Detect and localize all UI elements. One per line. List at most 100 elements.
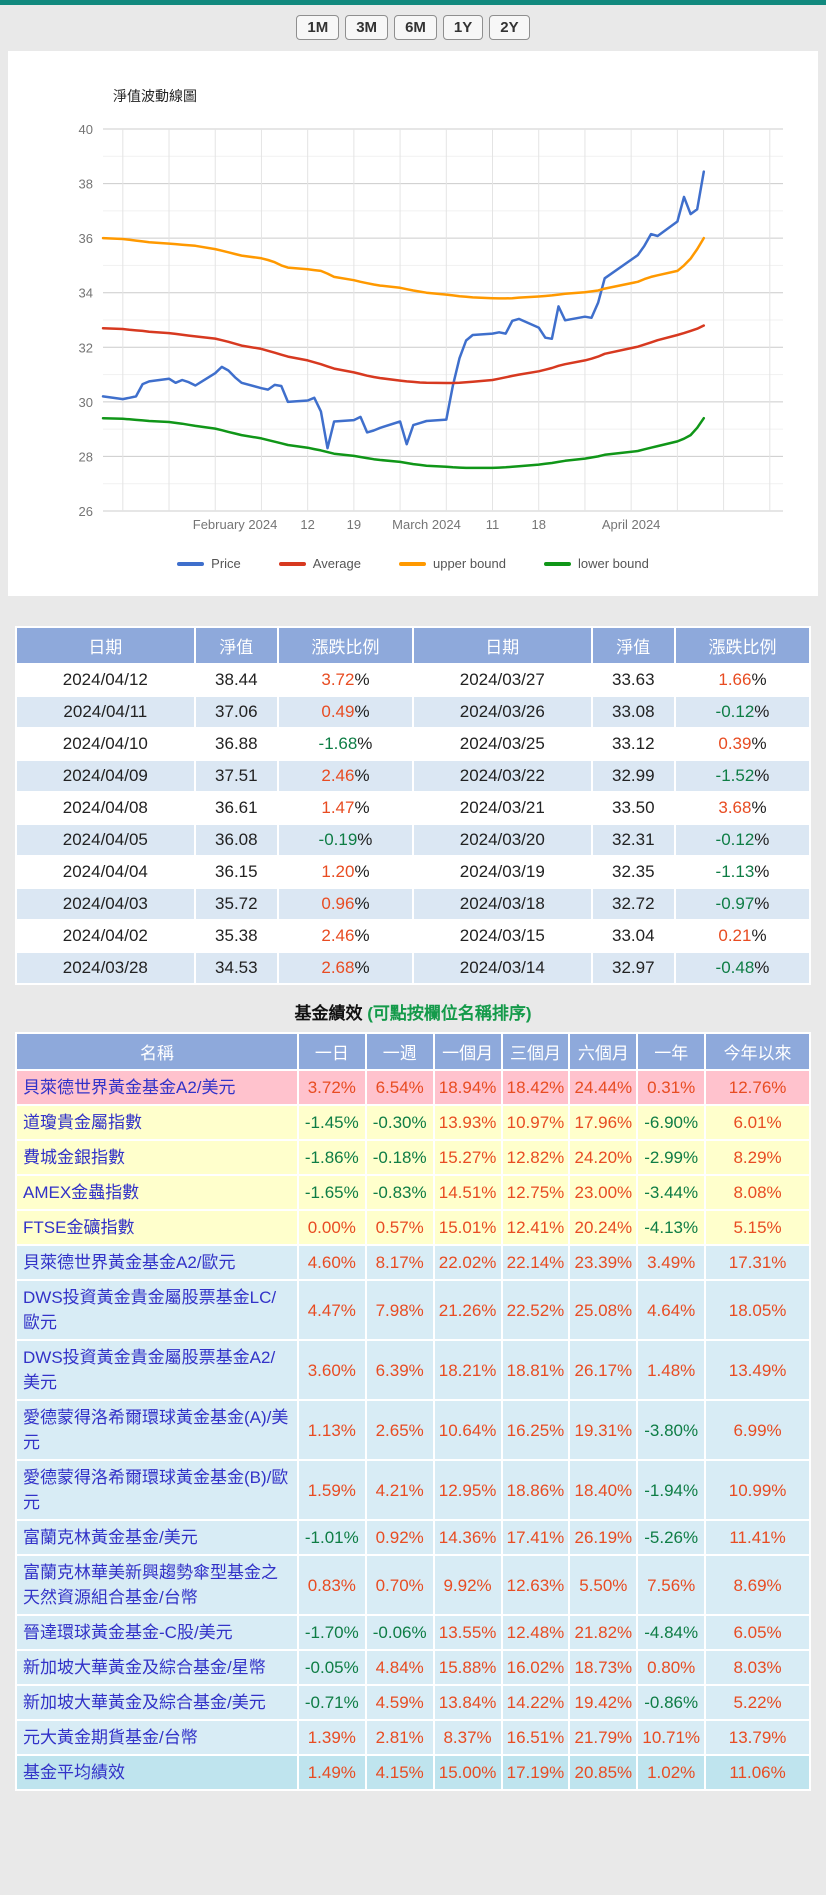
chart-title: 淨值波動線圖 [113,88,197,104]
nav-date-cell: 2024/04/04 [15,855,196,889]
perf-sort-header[interactable]: 今年以來 [704,1032,811,1071]
perf-value-cell: 13.79% [704,1719,811,1756]
perf-title-text: 基金績效 [294,1004,363,1023]
range-button-3m[interactable]: 3M [345,15,389,40]
fund-name-link[interactable]: AMEX金蟲指數 [15,1174,299,1211]
change-percent: -0.12% [715,830,770,849]
nav-change-cell: -0.12% [673,823,812,857]
perf-value-cell: 15.27% [432,1139,503,1176]
y-axis-tick-label: 38 [79,177,93,192]
fund-name-link[interactable]: DWS投資黃金貴金屬股票基金A2/美元 [15,1339,299,1401]
perf-row: 貝萊德世界黃金基金A2/美元 3.72% 6.54% 18.94% 18.42% 24.4… [15,1069,811,1106]
nav-date-cell: 2024/03/19 [411,855,593,889]
perf-value-cell: 10.64% [432,1399,503,1461]
perf-row: 新加坡大華黃金及綜合基金/星幣 -0.05% 4.84% 15.88% 16.02% 18… [15,1649,811,1686]
perf-sort-header[interactable]: 一個月 [432,1032,503,1071]
fund-name-link[interactable]: 富蘭克林華美新興趨勢傘型基金之天然資源組合基金/台幣 [15,1554,299,1616]
perf-value-cell: -0.71% [296,1684,367,1721]
perf-value-cell: 1.59% [296,1459,367,1521]
perf-value-cell: 5.15% [704,1209,811,1246]
perf-value-cell: 24.44% [568,1069,639,1106]
perf-value-cell: 4.60% [296,1244,367,1281]
perf-value-cell: 18.05% [704,1279,811,1341]
change-percent: 3.68% [718,798,767,817]
perf-value-cell: 13.55% [432,1614,503,1651]
fund-name-link[interactable]: 新加坡大華黃金及綜合基金/美元 [15,1684,299,1721]
perf-value-cell: -1.01% [296,1519,367,1556]
fund-name-link[interactable]: 愛德蒙得洛希爾環球黃金基金(B)/歐元 [15,1459,299,1521]
change-percent: -0.48% [715,958,770,977]
perf-value-cell: 0.70% [364,1554,435,1616]
fund-name-link[interactable]: DWS投資黃金貴金屬股票基金LC/歐元 [15,1279,299,1341]
nav-change-cell: 0.39% [673,727,812,761]
perf-value-cell: 8.69% [704,1554,811,1616]
nav-line-chart: 26 28 30 32 34 36 38 40 February 2024 12 19 March 2… [79,88,783,532]
perf-value-cell: 3.49% [636,1244,707,1281]
nav-value-cell: 32.97 [590,951,676,985]
perf-value-cell: 14.36% [432,1519,503,1556]
perf-value-cell: -0.05% [296,1649,367,1686]
perf-value-cell: 26.17% [568,1339,639,1401]
legend-label: upper bound [432,556,506,571]
perf-value-cell: -1.70% [296,1614,367,1651]
range-button-6m[interactable]: 6M [394,15,437,40]
x-axis-tick-label: 18 [531,517,545,532]
range-button-1y[interactable]: 1Y [442,15,484,40]
perf-value-cell: 21.79% [568,1719,639,1756]
perf-value-cell: 17.19% [500,1754,571,1791]
fund-name-link[interactable]: 元大黃金期貨基金/台幣 [15,1719,299,1756]
perf-sort-header[interactable]: 一日 [296,1032,367,1071]
x-axis-tick-label: February 2024 [193,517,278,532]
perf-sort-header[interactable]: 三個月 [500,1032,571,1071]
perf-value-cell: 15.00% [432,1754,503,1791]
nav-date-cell: 2024/04/10 [15,727,196,761]
nav-value-cell: 37.51 [193,759,280,793]
perf-value-cell: -1.65% [296,1174,367,1211]
fund-name-link[interactable]: 富蘭克林黃金基金/美元 [15,1519,299,1556]
perf-sort-header[interactable]: 名稱 [15,1032,299,1071]
nav-date-cell: 2024/03/20 [411,823,593,857]
perf-sort-header[interactable]: 一週 [364,1032,435,1071]
perf-value-cell: 8.37% [432,1719,503,1756]
fund-name-link[interactable]: 愛德蒙得洛希爾環球黃金基金(A)/美元 [15,1399,299,1461]
nav-value-cell: 35.72 [193,887,280,921]
nav-change-cell: 2.68% [277,951,414,985]
legend-swatch [544,561,571,566]
fund-name-link[interactable]: FTSE金礦指數 [15,1209,299,1246]
perf-value-cell: 6.01% [704,1104,811,1141]
perf-sort-header[interactable]: 一年 [636,1032,707,1071]
nav-table-header: 漲跌比例 [673,626,812,665]
perf-sort-header[interactable]: 六個月 [568,1032,639,1071]
perf-value-cell: 3.60% [296,1339,367,1401]
perf-value-cell: 15.88% [432,1649,503,1686]
nav-table-header: 淨值 [193,626,280,665]
perf-value-cell: 13.84% [432,1684,503,1721]
legend-label: lower bound [578,556,649,571]
perf-value-cell: 10.71% [636,1719,707,1756]
nav-table-row: 2024/04/02 35.38 2.46% 2024/03/15 33.04 0.21% [15,919,812,953]
perf-value-cell: -0.30% [364,1104,435,1141]
change-percent: 2.46% [321,926,370,945]
fund-name-link[interactable]: 費城金銀指數 [15,1139,299,1176]
nav-date-cell: 2024/04/11 [15,695,196,729]
fund-name-link[interactable]: 貝萊德世界黃金基金A2/歐元 [15,1244,299,1281]
change-percent: 2.68% [321,958,370,977]
perf-value-cell: -1.94% [636,1459,707,1521]
perf-value-cell: 6.05% [704,1614,811,1651]
change-percent: -0.97% [715,894,770,913]
legend-label: Price [211,556,241,571]
perf-value-cell: 0.83% [296,1554,367,1616]
nav-change-cell: 2.46% [277,759,414,793]
fund-name-link[interactable]: 新加坡大華黃金及綜合基金/星幣 [15,1649,299,1686]
range-button-2y[interactable]: 2Y [489,15,530,40]
fund-name-link[interactable]: 晉達環球黃金基金-C股/美元 [15,1614,299,1651]
nav-date-cell: 2024/03/26 [411,695,593,729]
fund-name-link[interactable]: 道瓊貴金屬指數 [15,1104,299,1141]
legend-swatch [278,561,306,566]
range-button-1m[interactable]: 1M [296,15,340,40]
perf-value-cell: 8.17% [364,1244,435,1281]
fund-name-link[interactable]: 貝萊德世界黃金基金A2/美元 [15,1069,299,1106]
perf-row: AMEX金蟲指數 -1.65% -0.83% 14.51% 12.75% 23.00% -3… [15,1174,811,1211]
x-axis-tick-label: April 2024 [602,517,661,532]
nav-date-cell: 2024/04/08 [15,791,196,825]
